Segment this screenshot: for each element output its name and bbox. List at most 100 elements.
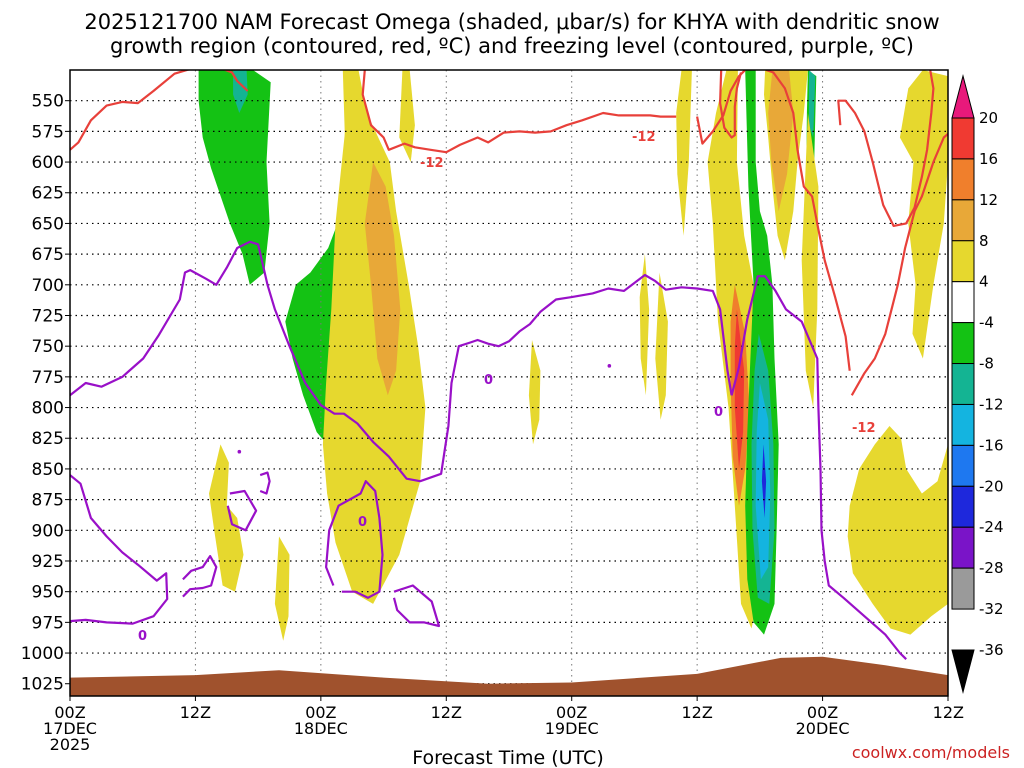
y-tick-label: 1000: [21, 644, 64, 664]
y-tick-label: 775: [32, 368, 64, 388]
y-tick-label: 600: [32, 153, 64, 173]
colorbar-tick-label: -32: [979, 600, 1004, 618]
y-tick-label: 900: [32, 521, 64, 541]
y-tick-label: 925: [32, 552, 64, 572]
omega-region-r2: [734, 309, 745, 469]
colorbar-swatch: [951, 444, 975, 487]
freezing-contour-line: [182, 554, 218, 598]
colorbar-swatch: [951, 485, 975, 528]
omega-region-y3: [899, 70, 948, 359]
y-tick-label: 825: [32, 429, 64, 449]
colorbar-swatch: [951, 567, 975, 610]
freezing-contour-dot: [607, 364, 612, 368]
dgz-contour-line: [361, 70, 677, 154]
omega-region-y9: [274, 536, 290, 641]
freezing-contour-line: [70, 474, 169, 625]
contour-label-freezing: 0: [714, 405, 723, 420]
y-tick-label: 800: [32, 399, 64, 419]
colorbar-tick-label: 16: [979, 150, 998, 168]
omega-region-y7: [399, 70, 415, 163]
omega-region-y10: [528, 340, 541, 445]
x-tick-label: 12Z: [933, 703, 964, 722]
dgz-contour-line: [70, 70, 188, 151]
colorbar-tick-label: -20: [979, 477, 1004, 495]
y-tick-label: 675: [32, 245, 64, 265]
omega-region-y6: [342, 70, 363, 212]
y-tick-label: 950: [32, 583, 64, 603]
x-tick-label: 00Z: [54, 703, 85, 722]
freezing-contour-line: [392, 584, 441, 628]
grid-lines: [70, 70, 948, 696]
omega-region-o1: [364, 162, 401, 396]
x-tick-label: 12Z: [681, 703, 712, 722]
x-tick-label: 18DEC: [294, 719, 348, 738]
dgz-contours: [70, 70, 948, 396]
freezing-level-contours: [70, 240, 907, 660]
y-tick-label: 575: [32, 122, 64, 142]
terrain-fill: [70, 656, 948, 696]
colorbar-swatch: [951, 199, 975, 242]
colorbar-tick-label: -8: [979, 355, 994, 373]
colorbar-arrow-bottom: [951, 649, 975, 694]
contour-label-dgz: -12: [632, 130, 656, 145]
contour-label-freezing: 0: [358, 515, 367, 530]
colorbar-tick-label: -36: [979, 641, 1004, 659]
contour-label-freezing: 0: [484, 373, 493, 388]
colorbar-tick-label: -16: [979, 436, 1004, 454]
y-axis: 550 575 600 625 650 675 700 725 750 775 800 825 850 8…: [21, 92, 70, 695]
chart-title-line-1: 2025121700 NAM Forecast Omega (shaded, μ…: [84, 10, 939, 34]
omega-region-db: [761, 444, 767, 518]
dgz-contour-line: [187, 70, 249, 92]
freezing-contour-line: [70, 240, 733, 483]
dgz-contour-line: [718, 70, 743, 139]
y-tick-label: 1025: [21, 675, 64, 695]
contour-label-freezing: 0: [138, 629, 147, 644]
omega-region-y14: [801, 113, 819, 408]
colorbar-swatch: [951, 322, 975, 365]
freezing-contour-line: [325, 480, 384, 599]
x-tick-label: 20DEC: [796, 719, 850, 738]
colorbar-tick-label: 4: [979, 273, 989, 291]
colorbar-swatch: [951, 403, 975, 446]
colorbar-tick-label: -12: [979, 395, 1004, 413]
contour-label-dgz: -12: [852, 421, 876, 436]
freezing-contour-line: [730, 275, 907, 660]
y-tick-label: 625: [32, 184, 64, 204]
omega-shading: [198, 70, 948, 641]
colorbar-swatch: [951, 158, 975, 201]
x-tick-label: 12Z: [180, 703, 211, 722]
colorbar-tick-label: -4: [979, 314, 994, 332]
colorbar-tick-label: -24: [979, 518, 1004, 536]
y-tick-label: 850: [32, 460, 64, 480]
omega-region-y8: [209, 444, 244, 592]
freezing-contour-line: [259, 471, 271, 495]
colorbar-swatch: [951, 526, 975, 569]
chart-title-line-2: growth region (contoured, red, ºC) and f…: [110, 34, 914, 58]
x-tick-label: 00Z: [556, 703, 587, 722]
omega-region-y2: [847, 426, 948, 635]
omega-region-y11: [639, 254, 650, 396]
y-tick-label: 875: [32, 491, 64, 511]
dgz-contour-line: [837, 70, 935, 227]
omega-region-y13: [676, 70, 692, 236]
y-tick-label: 650: [32, 214, 64, 234]
dgz-contour-line: [850, 132, 948, 396]
contour-label-dgz: -12: [420, 156, 444, 171]
y-tick-label: 975: [32, 613, 64, 633]
colorbar: 20 16 12 8 4 -4 -8 -12 -16 -20 -24 -28 -32 -36: [951, 74, 1004, 694]
omega-region-o2: [768, 70, 794, 212]
plot-area: [70, 70, 948, 696]
x-tick-label: 19DEC: [545, 719, 599, 738]
colorbar-tick-label: 12: [979, 191, 998, 209]
dgz-contour-line: [765, 70, 851, 371]
freezing-contour-line: [226, 489, 258, 532]
y-tick-label: 550: [32, 92, 64, 112]
colorbar-tick-label: 20: [979, 109, 998, 127]
plot-frame: [69, 69, 949, 697]
colorbar-tick-label: -28: [979, 559, 1004, 577]
x-tick-label: 12Z: [431, 703, 462, 722]
x-tick-label: 00Z: [807, 703, 838, 722]
colorbar-arrow-top: [951, 74, 975, 119]
